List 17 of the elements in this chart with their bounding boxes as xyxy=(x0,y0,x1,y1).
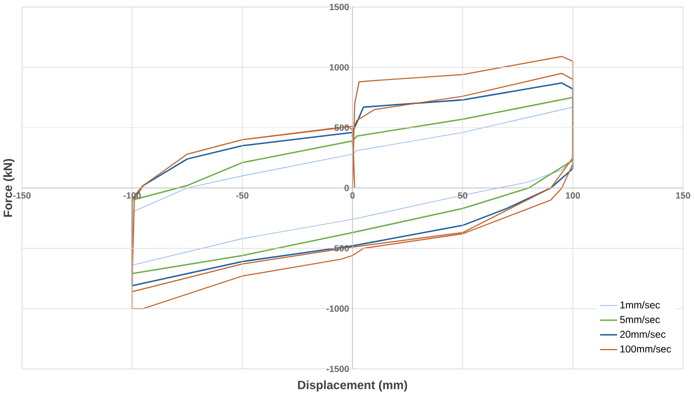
y-tick-label: -500 xyxy=(332,245,349,252)
y-tick-label: -1500 xyxy=(326,366,349,372)
legend-label: 100mm/sec xyxy=(620,345,671,353)
y-tick-label: 1500 xyxy=(330,4,349,10)
x-axis-title: Displacement (mm) xyxy=(298,380,408,392)
y-tick-label: -1000 xyxy=(326,305,349,312)
y-tick-label: 0 xyxy=(344,184,349,192)
x-tick-label: 150 xyxy=(676,192,690,199)
x-tick-label: 100 xyxy=(566,192,580,199)
legend-label: 5mm/sec xyxy=(620,316,660,324)
y-axis-title: Force (kN) xyxy=(3,159,14,217)
legend-label: 1mm/sec xyxy=(620,301,660,309)
x-tick-label: -150 xyxy=(13,192,31,199)
x-tick-label: 0 xyxy=(350,192,355,199)
x-tick-label: -50 xyxy=(236,192,248,199)
legend-label: 20mm/sec xyxy=(620,330,666,338)
y-tick-label: 1000 xyxy=(330,64,349,71)
